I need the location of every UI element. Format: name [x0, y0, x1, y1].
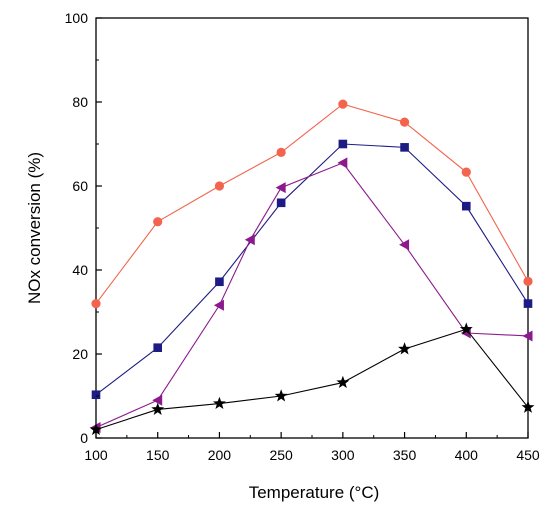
data-point-triangle: [244, 234, 255, 246]
series-line: [95, 143, 529, 396]
series-2: [91, 139, 533, 400]
data-point-circle: [523, 276, 533, 286]
data-point-star: [151, 402, 165, 415]
y-tick-label: 80: [72, 94, 88, 110]
data-point-square: [338, 139, 348, 149]
x-tick-label: 400: [455, 447, 479, 463]
series-layer: [89, 99, 535, 436]
y-tick-label: 40: [72, 262, 88, 278]
data-point-triangle: [522, 330, 533, 342]
data-point-square: [523, 299, 533, 308]
data-point-triangle: [399, 239, 410, 251]
plot-frame: [95, 17, 529, 439]
data-point-circle: [276, 147, 286, 157]
plot-axes: [95, 17, 529, 439]
data-point-circle: [153, 217, 163, 227]
data-point-star: [398, 342, 412, 355]
data-point-star: [212, 396, 226, 410]
series-line: [95, 103, 529, 304]
data-point-square: [400, 143, 409, 152]
y-tick-label: 100: [65, 10, 89, 26]
data-point-square: [215, 277, 224, 287]
data-point-star: [274, 389, 288, 402]
x-tick-label: 150: [146, 447, 170, 463]
y-axis-title: NOx conversion (%): [25, 152, 44, 304]
data-point-star: [459, 322, 473, 335]
x-tick-label: 300: [331, 447, 355, 463]
x-tick-label: 350: [393, 447, 417, 463]
x-tick-label: 200: [208, 447, 232, 463]
data-point-square: [461, 201, 471, 211]
x-tick-label: 100: [84, 447, 108, 463]
data-point-square: [153, 343, 163, 352]
data-point-triangle: [275, 182, 286, 194]
data-point-circle: [214, 181, 225, 191]
series-line: [95, 328, 529, 431]
data-point-circle: [461, 167, 471, 177]
data-point-star: [521, 400, 535, 413]
data-point-square: [276, 198, 286, 208]
ticks-layer: 100 150 200 250 300 350 400 450 0 20 40 60 80 100: [65, 10, 540, 463]
x-tick-label: 250: [269, 447, 293, 463]
y-tick-label: 0: [80, 430, 88, 446]
data-point-triangle: [337, 157, 348, 169]
data-point-circle: [338, 99, 348, 109]
x-axis-title: Temperature (°C): [249, 483, 380, 502]
x-tick-label: 450: [516, 447, 540, 463]
series-3: [90, 157, 533, 433]
series-1: [91, 99, 533, 309]
data-point-star: [89, 422, 103, 436]
data-point-triangle: [213, 299, 224, 311]
data-point-square: [91, 390, 101, 400]
data-point-triangle: [152, 394, 163, 406]
data-point-star: [336, 375, 350, 389]
series-4: [89, 322, 535, 436]
data-point-circle: [399, 117, 410, 127]
y-tick-label: 60: [72, 178, 88, 194]
y-tick-label: 20: [72, 346, 88, 362]
data-point-circle: [91, 299, 101, 309]
